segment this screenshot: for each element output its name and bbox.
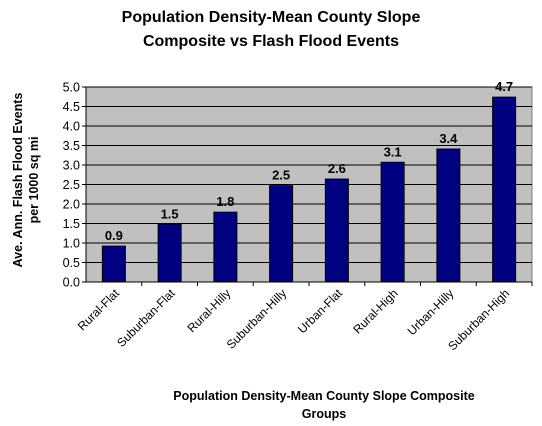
x-category-label: Urban-Hilly <box>405 286 457 338</box>
data-label: 1.8 <box>216 194 234 209</box>
chart-title-line-2: Composite vs Flash Flood Events <box>143 33 399 50</box>
data-label: 2.6 <box>328 161 346 176</box>
bars <box>101 96 517 283</box>
bar <box>492 96 517 283</box>
y-tick-label: 0.0 <box>63 276 80 290</box>
data-labels: 0.9 1.5 1.8 2.5 2.6 3.1 3.4 4.7 <box>105 79 513 243</box>
y-tick-label: 0.5 <box>63 256 80 270</box>
x-axis-title-line-1: Population Density-Mean County Slope Com… <box>173 389 474 403</box>
x-category-label: Rural-Flat <box>75 286 123 334</box>
y-tick-label: 5.0 <box>63 81 80 95</box>
bar <box>213 211 238 283</box>
bar <box>436 148 461 283</box>
data-label: 3.1 <box>384 144 402 159</box>
x-category-label: Rural-Hilly <box>184 286 233 335</box>
y-tick-labels: 0.0 0.5 1.0 1.5 2.0 2.5 3.0 3.5 4.0 4.5 5.0 <box>63 81 80 290</box>
bar <box>157 223 182 283</box>
x-category-label: Suburban-Flat <box>114 286 178 350</box>
y-tick-label: 2.0 <box>63 198 80 212</box>
y-tick-label: 1.5 <box>63 217 80 231</box>
bar <box>324 178 349 283</box>
y-axis-title-line-1: Ave. Ann. Flash Flood Events <box>11 93 25 268</box>
bar <box>101 245 126 283</box>
y-tick-label: 3.0 <box>63 159 80 173</box>
chart-title-line-1: Population Density-Mean County Slope <box>122 9 421 26</box>
bar <box>269 185 294 283</box>
y-tick-label: 2.5 <box>63 178 80 192</box>
x-category-label: Suburban-Hilly <box>224 286 290 352</box>
data-label: 3.4 <box>439 131 458 146</box>
data-label: 4.7 <box>495 79 513 94</box>
y-tick-label: 1.0 <box>63 237 80 251</box>
x-category-label: Rural-High <box>350 286 400 336</box>
data-label: 0.9 <box>105 228 123 243</box>
axes <box>82 86 533 286</box>
y-tick-label: 3.5 <box>63 139 80 153</box>
y-tick-label: 4.5 <box>63 100 80 114</box>
y-tick-label: 4.0 <box>63 120 80 134</box>
x-category-label: Urban-Flat <box>295 286 345 336</box>
data-label: 1.5 <box>161 206 179 221</box>
bar <box>380 161 405 283</box>
x-axis-title-line-2: Groups <box>302 407 346 421</box>
y-axis-title-line-2: per 1000 sq mi <box>27 137 41 224</box>
data-label: 2.5 <box>272 168 290 183</box>
